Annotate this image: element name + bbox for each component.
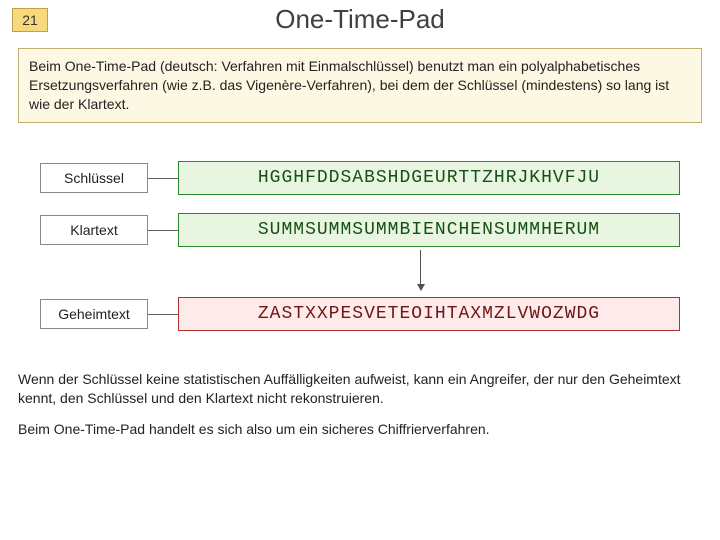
intro-box: Beim One-Time-Pad (deutsch: Verfahren mi… [18, 48, 702, 123]
row-plain: Klartext SUMMSUMMSUMMBIENCHENSUMMHERUM [40, 212, 680, 248]
down-arrow-icon [420, 250, 421, 290]
connector-line [148, 230, 178, 231]
cipher-label: Geheimtext [40, 299, 148, 329]
paragraph-1: Wenn der Schlüssel keine statistischen A… [18, 370, 702, 408]
page-title: One-Time-Pad [275, 4, 445, 35]
intro-text: Beim One-Time-Pad (deutsch: Verfahren mi… [29, 58, 669, 112]
slide-number-text: 21 [22, 12, 38, 28]
row-key: Schlüssel HGGHFDDSABSHDGEURTTZHRJKHVFJU [40, 160, 680, 196]
key-value: HGGHFDDSABSHDGEURTTZHRJKHVFJU [178, 161, 680, 195]
row-cipher: Geheimtext ZASTXXPESVETEOIHTAXMZLVWOZWDG [40, 296, 680, 332]
plain-label: Klartext [40, 215, 148, 245]
slide-number: 21 [12, 8, 48, 32]
plain-value: SUMMSUMMSUMMBIENCHENSUMMHERUM [178, 213, 680, 247]
cipher-value: ZASTXXPESVETEOIHTAXMZLVWOZWDG [178, 297, 680, 331]
key-label: Schlüssel [40, 163, 148, 193]
connector-line [148, 178, 178, 179]
connector-line [148, 314, 178, 315]
paragraph-2: Beim One-Time-Pad handelt es sich also u… [18, 420, 702, 439]
